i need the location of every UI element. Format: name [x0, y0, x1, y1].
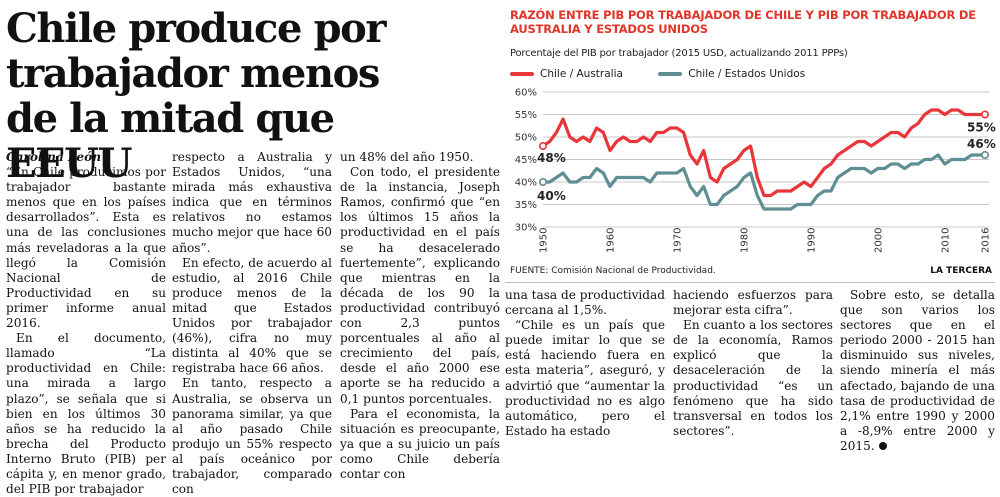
series-line-usa: [541, 153, 987, 211]
paragraph: respecto a Australia y Estados Unidos, “…: [172, 150, 332, 255]
legend-item-usa: Chile / Estados Unidos: [658, 68, 805, 80]
article-column-1: Carolina León “En Chile producimos por t…: [6, 150, 166, 497]
legend-item-australia: Chile / Australia: [510, 68, 623, 80]
data-label: 40%: [537, 189, 566, 203]
x-tick-label: 1970: [672, 228, 683, 253]
y-tick-label: 50%: [515, 133, 537, 144]
series-line-australia: [541, 108, 987, 198]
article-column-3: un 48% del año 1950. Con todo, el presid…: [340, 150, 500, 482]
data-point: [538, 178, 547, 187]
paragraph: En efecto, de acuerdo al estudio, al 201…: [172, 255, 332, 376]
legend-label: Chile / Estados Unidos: [688, 68, 806, 80]
line-chart: 60%55%50%45%40%35%30% 1950 1960 1970 1980 199…: [515, 88, 996, 254]
data-label: 55%: [967, 121, 996, 135]
data-label: 48%: [537, 151, 566, 165]
x-tick-label: 1950: [539, 228, 550, 253]
data-point: [538, 141, 547, 150]
paragraph: En cuanto a los sectores de la economía,…: [673, 318, 833, 438]
legend-label: Chile / Australia: [540, 68, 623, 80]
article-column-5: haciendo esfuerzos para mejorar esta cif…: [673, 288, 833, 439]
paragraph-text: Sobre esto, se detalla que son varios lo…: [840, 288, 995, 453]
legend-swatch-usa: [658, 72, 683, 76]
data-point: [980, 151, 989, 160]
y-tick-label: 30%: [515, 223, 537, 234]
publisher-brand: LA TERCERA: [930, 266, 992, 276]
paragraph: Con todo, el presidente de la instancia,…: [340, 165, 500, 406]
y-tick-label: 40%: [515, 178, 537, 189]
paragraph: Para el economista, la situación es preo…: [340, 406, 500, 481]
y-tick-label: 60%: [515, 88, 537, 99]
article-column-2: respecto a Australia y Estados Unidos, “…: [172, 150, 332, 497]
y-tick-label: 45%: [515, 155, 537, 166]
data-point: [980, 110, 989, 119]
chart-box: RAZÓN ENTRE PIB POR TRABAJADOR DE CHILE …: [505, 0, 1000, 285]
x-tick-label: 2000: [873, 228, 884, 253]
y-tick-label: 35%: [515, 200, 537, 211]
x-tick-label: 1960: [605, 228, 616, 253]
x-tick-label: 1980: [739, 228, 750, 253]
paragraph: un 48% del año 1950.: [340, 150, 474, 164]
article-column-6: Sobre esto, se detalla que son varios lo…: [840, 288, 995, 454]
byline: Carolina León: [6, 150, 101, 164]
chart-source: FUENTE: Comisión Nacional de Productivid…: [510, 266, 716, 276]
chart-legend: Chile / Australia Chile / Estados Unidos: [510, 67, 837, 80]
chart-subtitle: Porcentaje del PIB por trabajador (2015 …: [510, 48, 848, 59]
data-label: 46%: [967, 137, 996, 151]
end-mark-icon: [878, 442, 887, 451]
paragraph: En tanto, respecto a Australia, se obser…: [172, 376, 332, 497]
paragraph: haciendo esfuerzos para mejorar esta cif…: [673, 288, 833, 318]
article-column-4: una tasa de productividad cercana al 1,5…: [505, 288, 665, 439]
y-tick-label: 55%: [515, 110, 537, 121]
article-headline: Chile produce por trabajador menos de la…: [6, 5, 387, 187]
paragraph: una tasa de productividad cercana al 1,5…: [505, 288, 665, 318]
x-tick-label: 2010: [940, 228, 951, 253]
paragraph: En el documento, llamado “La productivid…: [6, 331, 166, 497]
x-tick-label: 2016: [981, 228, 992, 253]
paragraph: “En Chile producimos por trabajador bast…: [6, 165, 166, 331]
paragraph: Sobre esto, se detalla que son varios lo…: [840, 288, 995, 454]
paragraph: “Chile es un país que puede imitar lo qu…: [505, 318, 665, 438]
divider: [505, 282, 995, 283]
x-tick-label: 1990: [806, 228, 817, 253]
chart-title: RAZÓN ENTRE PIB POR TRABAJADOR DE CHILE …: [510, 8, 976, 36]
legend-swatch-australia: [510, 72, 534, 76]
